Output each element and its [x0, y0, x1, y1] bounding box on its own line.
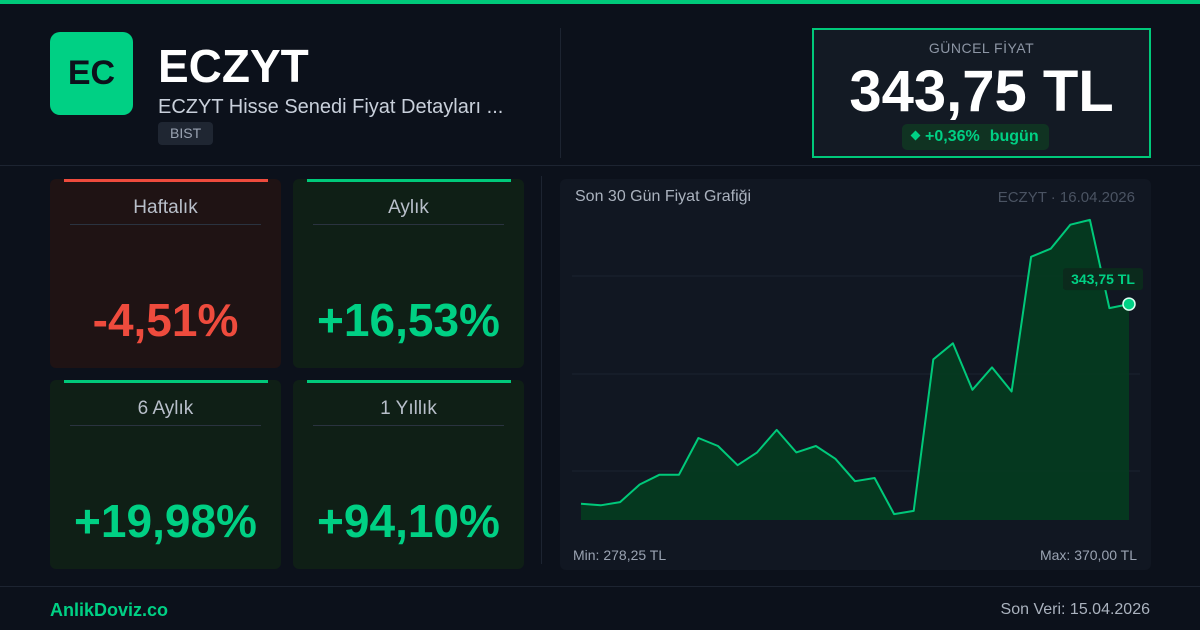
card-six-month: 6 Aylık +19,98% — [50, 380, 281, 569]
exchange-badge: BIST — [158, 122, 214, 145]
chart-area-fill — [581, 219, 1129, 520]
content-divider — [541, 176, 542, 564]
card-value: +16,53% — [317, 294, 500, 346]
card-accent-bar — [64, 380, 268, 383]
current-price-value: 343,75 TL — [849, 59, 1114, 124]
card-value: -4,51% — [92, 294, 239, 346]
chart-price-line — [580, 218, 1130, 516]
card-yearly: 1 Yıllık +94,10% — [293, 380, 524, 569]
header-divider — [560, 28, 561, 158]
card-label: 1 Yıllık — [380, 398, 437, 419]
card-separator — [313, 425, 504, 426]
card-label: 6 Aylık — [137, 398, 194, 419]
price-chart-panel: 343,75 TL Son 30 Gün Fiyat Grafiği ECZYT… — [560, 179, 1151, 570]
price-chart: 343,75 TL — [572, 218, 1143, 520]
up-diamond-icon — [910, 130, 921, 141]
current-price-box: GÜNCEL FİYAT 343,75 TL +0,36% bugün — [812, 28, 1151, 158]
daily-change-value: +0,36% — [925, 128, 980, 145]
logo-text: EC — [67, 54, 116, 92]
chart-meta: ECZYT · 16.04.2026 — [997, 189, 1135, 206]
card-label: Aylık — [388, 197, 429, 218]
card-accent-bar — [307, 380, 511, 383]
card-weekly: Haftalık -4,51% — [50, 179, 281, 368]
ticker-logo: EC — [50, 32, 133, 115]
chart-max-label: Max: 370,00 TL — [1039, 547, 1137, 563]
daily-change-suffix: bugün — [989, 128, 1039, 145]
footer: AnlikDoviz.co Son Veri: 15.04.2026 — [0, 586, 1200, 630]
stock-subtitle: ECZYT Hisse Senedi Fiyat Detayları ... — [158, 96, 504, 118]
card-separator — [70, 224, 261, 225]
card-accent-bar — [64, 179, 268, 182]
last-data-date: Son Veri: 15.04.2026 — [1000, 601, 1150, 618]
current-price-label: GÜNCEL FİYAT — [928, 40, 1035, 56]
card-separator — [70, 425, 261, 426]
chart-min-label: Min: 278,25 TL — [573, 547, 667, 563]
card-value: +19,98% — [74, 495, 257, 547]
ticker-symbol: ECZYT — [158, 40, 309, 92]
brand-link[interactable]: AnlikDoviz.co — [50, 600, 169, 620]
card-label: Haftalık — [133, 197, 198, 218]
top-accent-bar — [0, 0, 1200, 4]
chart-last-value-box — [1063, 268, 1143, 291]
daily-change-badge: +0,36% bugün — [902, 124, 1049, 150]
chart-last-point — [1122, 297, 1136, 311]
card-separator — [313, 224, 504, 225]
chart-last-value-label: 343,75 TL — [1071, 271, 1135, 287]
card-accent-bar — [307, 179, 511, 182]
card-monthly: Aylık +16,53% — [293, 179, 524, 368]
card-value: +94,10% — [317, 495, 500, 547]
header: EC ECZYT ECZYT Hisse Senedi Fiyat Detayl… — [0, 4, 1200, 166]
chart-title: Son 30 Gün Fiyat Grafiği — [575, 188, 752, 205]
